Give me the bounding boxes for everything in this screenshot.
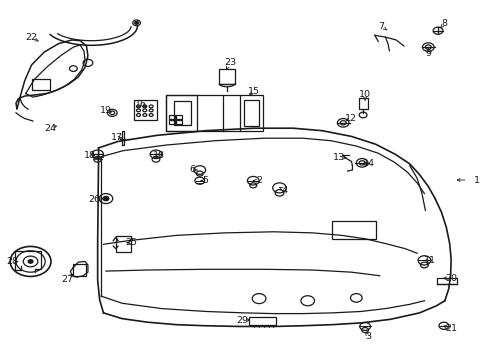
Text: 12: 12 (344, 114, 356, 123)
Text: 15: 15 (248, 87, 260, 96)
Text: 1: 1 (473, 176, 479, 185)
Text: 20: 20 (444, 274, 456, 283)
Text: 2: 2 (256, 176, 262, 185)
Circle shape (134, 21, 138, 24)
Text: 17: 17 (111, 133, 123, 142)
Text: 14: 14 (362, 159, 374, 168)
Bar (133, 100, 157, 120)
Bar (219, 69, 234, 84)
Bar (176, 115, 182, 118)
Text: 25: 25 (125, 238, 138, 247)
Text: 23: 23 (224, 58, 236, 67)
Circle shape (103, 197, 109, 201)
Text: 18: 18 (153, 151, 165, 160)
Text: 4: 4 (281, 185, 287, 194)
Text: 8: 8 (441, 19, 447, 28)
Bar (116, 236, 131, 252)
Text: 29: 29 (236, 315, 247, 324)
Bar (249, 317, 276, 325)
Bar (73, 264, 85, 276)
Text: 18: 18 (84, 151, 96, 160)
Text: 10: 10 (358, 90, 370, 99)
Bar (174, 102, 191, 125)
Text: 19: 19 (100, 106, 112, 115)
Text: 21: 21 (444, 324, 456, 333)
Bar (331, 221, 375, 239)
Bar (358, 98, 367, 109)
Bar (31, 79, 50, 90)
Bar (169, 120, 175, 123)
Text: 27: 27 (61, 275, 73, 284)
Bar (244, 100, 259, 126)
Bar (436, 278, 456, 284)
Text: 7: 7 (378, 22, 384, 31)
Text: 6: 6 (189, 166, 195, 175)
Text: 16: 16 (135, 100, 147, 109)
Text: 9: 9 (425, 49, 430, 58)
Text: 13: 13 (332, 153, 345, 162)
Circle shape (28, 260, 33, 263)
Text: 5: 5 (202, 176, 208, 185)
Text: 3: 3 (365, 332, 371, 341)
Text: 11: 11 (424, 256, 435, 265)
Text: 28: 28 (6, 257, 18, 266)
Bar (165, 95, 197, 131)
Text: 22: 22 (25, 33, 38, 42)
Text: 26: 26 (88, 195, 101, 204)
Bar (176, 120, 182, 123)
Text: 24: 24 (44, 124, 56, 133)
Bar (165, 95, 263, 131)
Bar (169, 115, 175, 118)
